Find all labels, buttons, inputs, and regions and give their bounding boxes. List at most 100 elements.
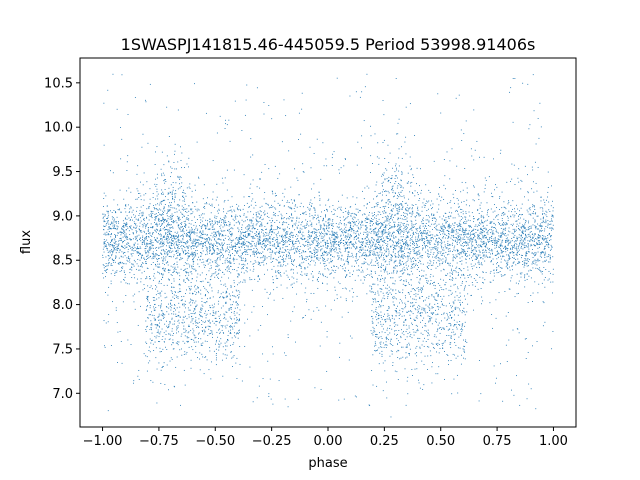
data-point bbox=[305, 219, 307, 221]
data-point bbox=[209, 251, 211, 253]
data-point bbox=[411, 192, 413, 193]
data-point bbox=[249, 234, 251, 236]
data-point bbox=[387, 245, 389, 247]
data-point bbox=[258, 263, 260, 265]
data-point bbox=[393, 247, 395, 249]
data-point bbox=[304, 267, 306, 269]
data-point bbox=[271, 268, 273, 270]
data-point bbox=[192, 261, 194, 263]
data-point bbox=[186, 241, 187, 243]
data-point bbox=[285, 246, 287, 248]
data-point bbox=[278, 250, 280, 252]
data-point bbox=[236, 215, 238, 217]
data-point bbox=[501, 252, 503, 254]
data-point bbox=[324, 252, 326, 254]
data-point bbox=[428, 225, 429, 226]
data-point bbox=[392, 226, 394, 228]
data-point bbox=[109, 245, 111, 247]
data-point bbox=[413, 241, 415, 243]
data-point bbox=[139, 259, 141, 261]
data-point bbox=[248, 207, 250, 208]
data-point bbox=[206, 203, 208, 205]
data-point bbox=[463, 249, 465, 250]
data-point bbox=[394, 204, 396, 206]
data-point bbox=[115, 256, 117, 258]
data-point bbox=[244, 220, 246, 222]
data-point bbox=[236, 237, 238, 239]
data-point bbox=[458, 206, 460, 208]
data-point bbox=[420, 192, 422, 194]
data-point bbox=[250, 246, 252, 248]
data-point bbox=[540, 196, 542, 198]
data-point bbox=[168, 229, 170, 231]
data-point bbox=[253, 253, 255, 255]
data-point bbox=[487, 241, 489, 243]
data-point bbox=[348, 213, 350, 215]
data-point bbox=[226, 270, 228, 272]
data-point bbox=[415, 228, 417, 230]
data-point bbox=[145, 233, 147, 234]
data-point bbox=[270, 225, 272, 227]
data-point bbox=[164, 210, 166, 212]
data-point bbox=[163, 212, 164, 214]
data-point bbox=[493, 272, 495, 274]
data-point bbox=[224, 242, 225, 244]
data-point bbox=[504, 246, 506, 248]
data-point bbox=[249, 242, 250, 244]
data-point bbox=[454, 250, 456, 252]
data-point bbox=[243, 247, 245, 249]
data-point bbox=[334, 272, 336, 273]
data-point bbox=[309, 208, 311, 210]
data-point bbox=[485, 229, 487, 231]
data-point bbox=[365, 255, 367, 257]
data-point bbox=[241, 264, 243, 266]
data-point bbox=[231, 244, 233, 246]
data-point bbox=[420, 230, 422, 231]
data-point bbox=[166, 221, 168, 223]
data-point bbox=[465, 258, 467, 260]
data-point bbox=[272, 282, 274, 284]
data-point bbox=[243, 196, 245, 198]
data-point bbox=[335, 223, 337, 225]
data-point bbox=[237, 242, 239, 244]
data-point bbox=[214, 260, 216, 262]
data-point bbox=[294, 210, 296, 212]
data-point bbox=[326, 210, 328, 212]
data-point bbox=[127, 251, 129, 253]
data-point bbox=[472, 234, 474, 235]
data-point bbox=[379, 280, 381, 282]
data-point bbox=[390, 246, 392, 248]
data-point bbox=[114, 242, 116, 244]
data-point bbox=[140, 240, 142, 242]
data-point bbox=[498, 235, 500, 237]
data-point bbox=[314, 256, 316, 258]
data-point bbox=[174, 238, 176, 240]
data-point bbox=[520, 226, 522, 228]
data-point bbox=[332, 241, 334, 243]
data-point bbox=[506, 263, 508, 265]
data-point bbox=[525, 235, 526, 237]
data-point bbox=[149, 287, 151, 288]
data-point bbox=[217, 247, 219, 249]
data-point bbox=[543, 239, 545, 241]
data-point bbox=[118, 257, 120, 259]
data-point bbox=[361, 253, 363, 255]
data-point bbox=[290, 236, 291, 238]
data-point bbox=[365, 225, 367, 227]
data-point bbox=[372, 283, 374, 285]
data-point bbox=[531, 252, 533, 254]
data-point bbox=[429, 225, 431, 227]
data-point bbox=[382, 229, 384, 231]
data-point bbox=[247, 254, 249, 255]
data-point bbox=[216, 235, 217, 236]
data-point bbox=[166, 241, 168, 243]
data-point bbox=[454, 222, 456, 223]
data-point bbox=[249, 249, 251, 251]
data-point bbox=[482, 254, 484, 256]
data-point bbox=[114, 239, 116, 241]
data-point bbox=[105, 222, 107, 224]
data-point bbox=[545, 221, 547, 222]
data-point bbox=[422, 225, 424, 227]
data-point bbox=[136, 225, 138, 227]
data-point bbox=[277, 215, 279, 217]
